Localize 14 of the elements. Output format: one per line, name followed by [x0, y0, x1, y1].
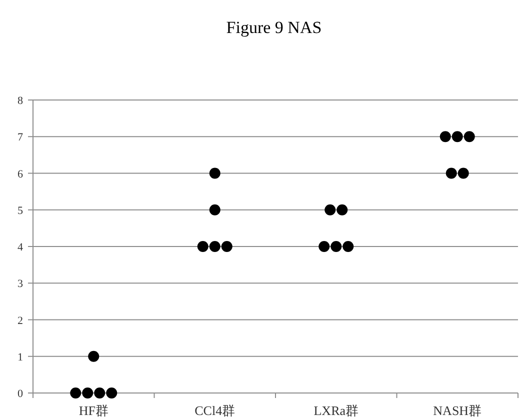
y-tick-label: 0 — [18, 388, 24, 400]
y-tick-label: 6 — [18, 168, 24, 180]
title: Figure 9 NAS — [226, 18, 322, 37]
y-tick-label: 1 — [18, 351, 23, 364]
x-tick-label: LXRa群 — [314, 403, 359, 418]
y-tick-label: 5 — [18, 204, 24, 217]
y-tick-label: 8 — [18, 95, 24, 107]
y-tick-label: 7 — [18, 132, 24, 144]
x-tick-label: NASH群 — [433, 403, 482, 418]
y-tick-label: 4 — [18, 242, 24, 254]
x-tick-label: CCl4群 — [194, 403, 236, 418]
y-tick-label: 3 — [18, 278, 24, 290]
y-tick-label: 2 — [18, 314, 23, 327]
x-tick-label: HF群 — [78, 403, 108, 418]
